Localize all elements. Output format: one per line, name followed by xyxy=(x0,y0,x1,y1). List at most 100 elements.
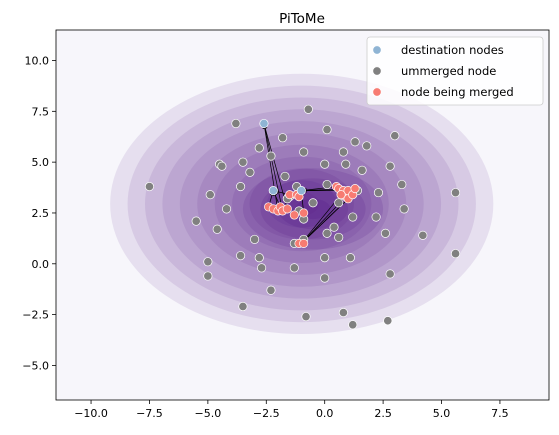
merge-arrow xyxy=(263,123,283,212)
data-point xyxy=(282,204,292,214)
density-level xyxy=(214,144,389,264)
legend-marker xyxy=(372,45,382,55)
data-point xyxy=(390,131,400,141)
data-point xyxy=(296,186,306,196)
data-point xyxy=(308,198,318,208)
data-point xyxy=(299,147,309,157)
x-tick-label: 2.5 xyxy=(374,407,392,420)
data-point xyxy=(289,263,299,273)
data-point xyxy=(303,104,313,114)
legend-label: ummerged node xyxy=(401,64,496,78)
data-point xyxy=(144,181,155,192)
y-tick-label: 2.5 xyxy=(32,207,50,220)
legend-marker xyxy=(372,66,382,76)
data-point xyxy=(334,232,344,242)
data-point xyxy=(320,253,330,263)
data-point xyxy=(191,216,201,226)
data-point xyxy=(254,253,264,263)
x-tick-label: −5.0 xyxy=(195,407,222,420)
data-point xyxy=(203,271,213,281)
density-level xyxy=(162,109,442,299)
chart-title: PiToMe xyxy=(279,11,325,27)
data-point xyxy=(231,118,241,129)
data-point xyxy=(341,159,351,169)
data-point xyxy=(338,308,348,318)
legend-label: destination nodes xyxy=(401,43,504,57)
data-point xyxy=(222,204,232,214)
data-point xyxy=(350,137,360,147)
data-point xyxy=(266,151,276,161)
x-tick-label: −7.5 xyxy=(136,407,163,420)
data-point xyxy=(380,228,390,238)
data-point xyxy=(329,222,339,232)
x-tick-label: −2.5 xyxy=(253,407,280,420)
data-point xyxy=(238,157,248,167)
merge-arrow xyxy=(301,194,353,244)
density-level xyxy=(266,180,337,228)
y-tick-label: −2.5 xyxy=(22,309,49,322)
data-point xyxy=(383,316,393,326)
legend-label: node being merged xyxy=(401,85,514,99)
data-point xyxy=(268,186,278,196)
merge-arrow xyxy=(263,123,288,209)
data-point xyxy=(373,188,383,198)
legend: destination nodes ummerged node node being… xyxy=(366,36,544,106)
x-axis: −10.0 −7.5 −5.0 −2.5 0.0 2.5 5.0 7.5 xyxy=(74,400,509,420)
density-level xyxy=(127,85,476,323)
data-point xyxy=(203,257,213,267)
data-point xyxy=(345,253,355,263)
data-point xyxy=(299,208,309,218)
data-point xyxy=(289,210,299,220)
density-contours xyxy=(110,73,494,335)
plot-frame xyxy=(55,29,550,401)
y-tick-label: 0.0 xyxy=(32,258,50,271)
legend-box xyxy=(366,36,544,106)
y-tick-label: 7.5 xyxy=(32,105,50,118)
data-point xyxy=(350,184,360,194)
data-point xyxy=(217,161,227,171)
data-point xyxy=(371,212,381,222)
data-point xyxy=(385,269,395,279)
y-tick-label: 5.0 xyxy=(32,156,50,169)
data-point xyxy=(266,285,276,295)
data-point xyxy=(250,234,260,244)
data-point xyxy=(280,171,290,181)
data-point xyxy=(245,167,255,177)
data-point xyxy=(322,125,332,135)
y-axis: −5.0 −2.5 0.0 2.5 5.0 7.5 10.0 xyxy=(22,54,56,372)
x-tick-label: 5.0 xyxy=(433,407,451,420)
data-point xyxy=(338,147,348,157)
data-point xyxy=(348,320,358,330)
data-point xyxy=(254,143,264,153)
data-point xyxy=(357,165,367,175)
data-point xyxy=(320,159,330,169)
data-point xyxy=(205,190,215,200)
data-point xyxy=(257,263,267,273)
data-point xyxy=(399,204,409,214)
x-tick-label: −10.0 xyxy=(74,407,108,420)
data-point xyxy=(301,312,311,322)
data-point xyxy=(238,301,248,312)
data-point xyxy=(322,179,332,190)
data-point xyxy=(322,228,332,238)
data-point xyxy=(362,141,372,151)
x-tick-label: 7.5 xyxy=(491,407,509,420)
data-point xyxy=(450,249,461,259)
data-point xyxy=(278,133,288,143)
data-point xyxy=(385,161,395,171)
data-point xyxy=(212,224,222,234)
x-tick-label: 0.0 xyxy=(316,407,334,420)
legend-marker xyxy=(372,87,382,97)
data-point xyxy=(236,181,246,192)
data-point xyxy=(450,188,461,198)
data-point xyxy=(320,273,330,283)
data-point xyxy=(334,198,344,208)
data-point xyxy=(236,251,246,261)
y-tick-label: 10.0 xyxy=(25,54,50,67)
data-point xyxy=(348,212,358,222)
data-point xyxy=(336,190,346,200)
data-point xyxy=(397,179,407,190)
data-points xyxy=(144,104,461,330)
y-tick-label: −5.0 xyxy=(22,359,49,372)
